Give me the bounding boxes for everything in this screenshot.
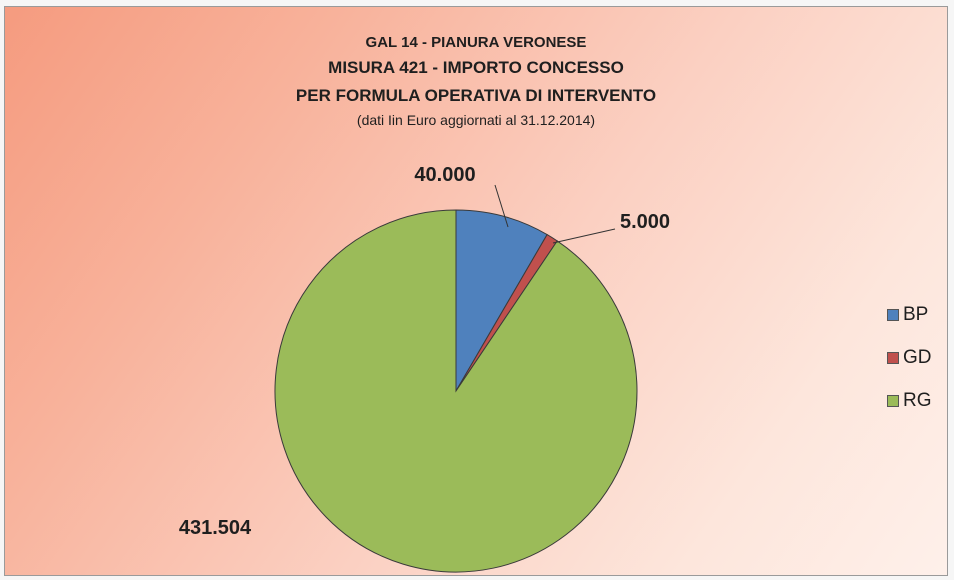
legend-item-rg: RG — [887, 389, 932, 413]
title-line-3: PER FORMULA OPERATIVA DI INTERVENTO — [295, 86, 657, 105]
legend-label: BP — [903, 304, 929, 325]
title-line-1: GAL 14 - PIANURA VERONESE — [365, 34, 587, 51]
legend-item-bp: BP — [887, 303, 932, 327]
title-line-2: MISURA 421 - IMPORTO CONCESSO — [328, 58, 624, 77]
data-label-gd: 5.000 — [620, 211, 670, 233]
legend-swatch — [887, 395, 899, 407]
pie-slice-rg — [274, 209, 638, 573]
chart-title: GAL 14 - PIANURA VERONESE MISURA 421 - I… — [5, 33, 947, 131]
pie-slice-bp — [455, 209, 548, 393]
legend-swatch — [887, 309, 899, 321]
legend-swatch — [887, 352, 899, 364]
leader-line-bp — [494, 184, 509, 228]
data-label-rg: 431.504 — [179, 517, 252, 539]
legend-item-gd: GD — [887, 346, 932, 370]
title-subtitle: (dati Iin Euro aggiornati al 31.12.2014) — [356, 112, 596, 128]
chart-area: GAL 14 - PIANURA VERONESE MISURA 421 - I… — [4, 6, 948, 576]
leader-line-gd — [552, 228, 616, 244]
legend: BP GD RG — [887, 303, 932, 432]
pie-chart: 40.000 5.000 431.504 — [179, 164, 670, 573]
legend-label: RG — [903, 390, 932, 411]
data-label-bp: 40.000 — [414, 164, 475, 186]
legend-label: GD — [903, 347, 932, 368]
